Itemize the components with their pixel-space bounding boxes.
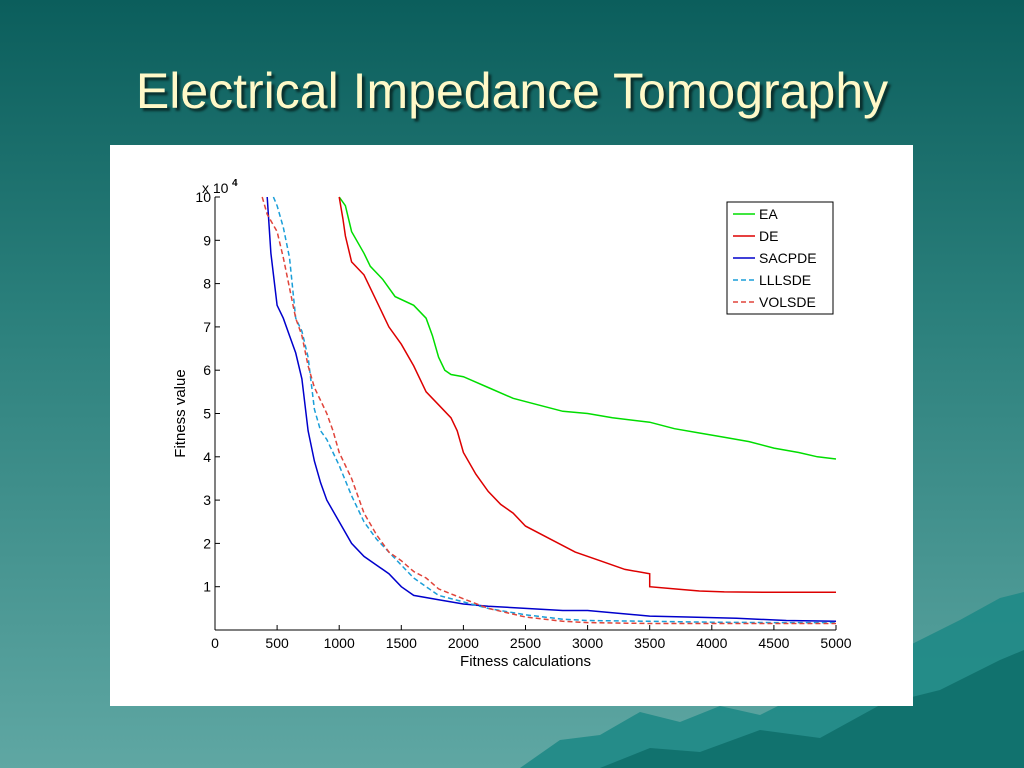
y-tick-label: 5 — [203, 406, 211, 422]
series-line-ea — [338, 196, 837, 460]
x-tick-label: 0 — [211, 635, 219, 651]
legend-label-sacpde: SACPDE — [759, 250, 817, 266]
y-tick-label: 1 — [203, 579, 211, 595]
y-axis-label: Fitness value — [172, 369, 189, 457]
x-tick-label: 2500 — [510, 635, 541, 651]
x-tick-label: 1500 — [386, 635, 417, 651]
legend-label-ea: EA — [759, 206, 778, 222]
y-multiplier: x 10 — [202, 180, 229, 196]
x-axis-label: Fitness calculations — [460, 653, 591, 670]
y-tick-label: 7 — [203, 319, 211, 335]
series-line-sacpde — [266, 196, 837, 623]
x-tick-label: 3500 — [634, 635, 665, 651]
x-tick-label: 1000 — [324, 635, 355, 651]
y-tick-label: 8 — [203, 276, 211, 292]
y-tick-label: 6 — [203, 362, 211, 378]
chart-panel: 0 500 1000 1500 2000 2500 3000 3500 4000 4500 5000… — [110, 145, 913, 706]
x-tick-label: 2000 — [448, 635, 479, 651]
series-line-lllsde — [272, 196, 836, 624]
y-tick-label: 9 — [203, 232, 211, 248]
series-line-de — [338, 196, 836, 594]
legend-label-volsde: VOLSDE — [759, 294, 816, 310]
y-tick-label: 4 — [203, 449, 211, 465]
x-tick-label: 4500 — [758, 635, 789, 651]
x-tick-label: 5000 — [820, 635, 851, 651]
y-tick-label: 10 — [195, 189, 211, 205]
x-tick-label: 4000 — [696, 635, 727, 651]
x-tick-label: 3000 — [572, 635, 603, 651]
y-tick-label: 2 — [203, 535, 211, 551]
x-tick-label: 500 — [265, 635, 289, 651]
series-line-volsde — [261, 196, 836, 625]
legend-label-de: DE — [759, 228, 778, 244]
legend-label-lllsde: LLLSDE — [759, 272, 811, 288]
y-tick-label: 3 — [203, 492, 211, 508]
slide-title: Electrical Impedance Tomography — [135, 63, 889, 119]
line-chart: 0 500 1000 1500 2000 2500 3000 3500 4000 4500 5000… — [172, 178, 852, 670]
y-multiplier-exponent: 4 — [232, 178, 238, 189]
